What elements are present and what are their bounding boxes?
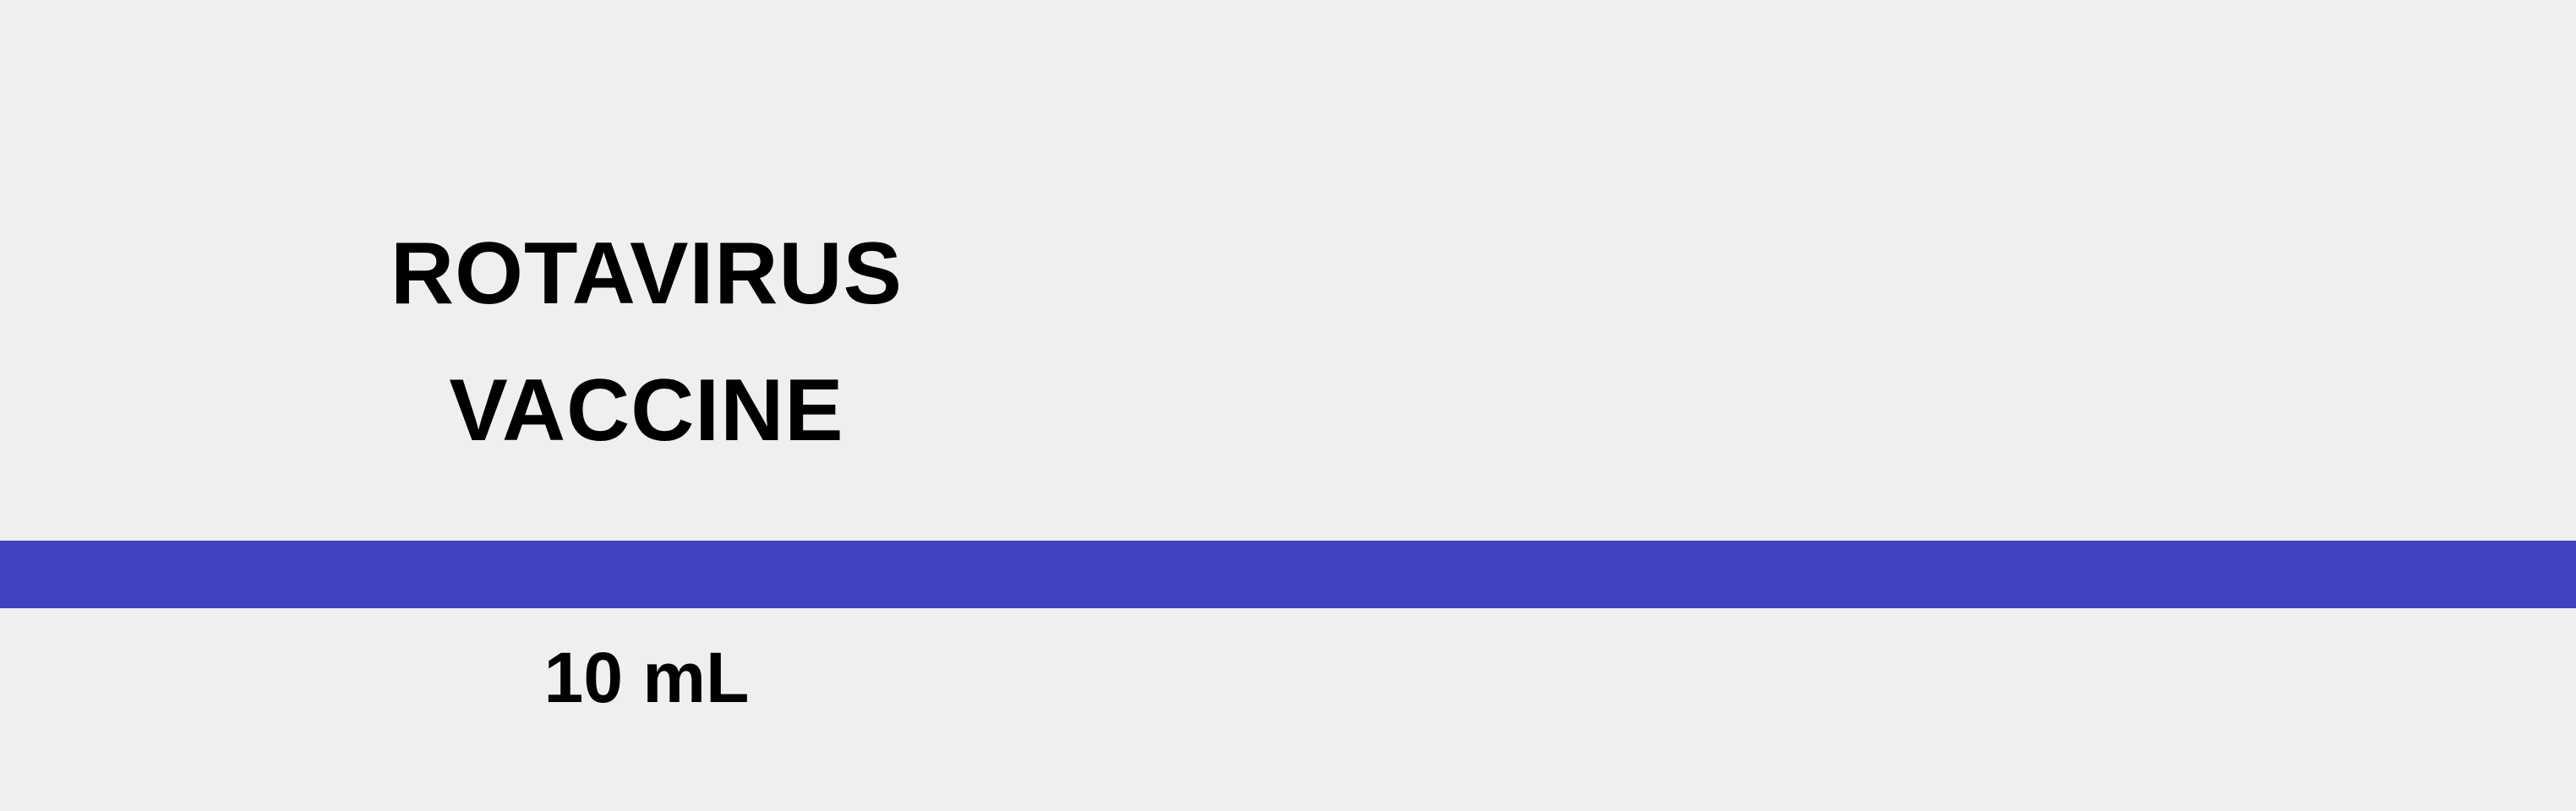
product-name-line-1: ROTAVIRUS [390, 225, 903, 323]
product-name-line-2: VACCINE [449, 362, 844, 460]
volume-text: 10 mL [543, 638, 750, 717]
color-stripe [0, 541, 2576, 608]
